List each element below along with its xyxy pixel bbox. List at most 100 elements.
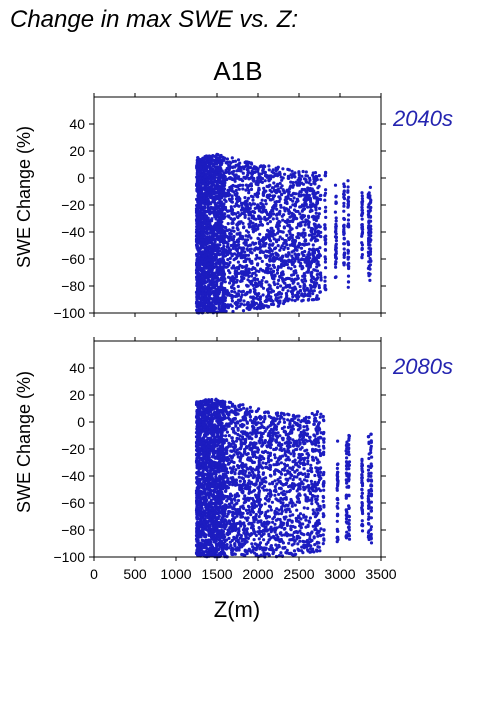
data-point	[215, 261, 219, 265]
data-point	[254, 284, 258, 289]
data-point	[269, 267, 273, 271]
data-point	[289, 184, 293, 188]
data-point	[208, 296, 212, 300]
data-point	[324, 205, 328, 209]
data-point	[342, 263, 346, 267]
data-point	[244, 183, 248, 187]
data-point	[299, 246, 304, 250]
data-point	[291, 281, 295, 285]
data-point	[265, 212, 270, 217]
data-point	[279, 295, 283, 299]
data-point	[313, 248, 317, 252]
data-point	[257, 242, 262, 246]
data-point	[342, 217, 346, 221]
data-point	[297, 236, 301, 240]
data-point	[262, 276, 266, 280]
data-point	[231, 275, 235, 279]
data-point	[284, 503, 288, 507]
data-point	[283, 201, 287, 205]
data-point	[217, 302, 221, 307]
data-point	[202, 309, 206, 313]
data-point	[268, 243, 272, 247]
data-point	[239, 201, 244, 205]
data-point	[195, 234, 199, 239]
data-point	[280, 214, 284, 218]
data-point	[219, 210, 223, 214]
data-point	[245, 209, 249, 213]
data-point	[289, 267, 293, 271]
data-point	[308, 176, 312, 180]
data-point	[308, 247, 312, 251]
data-point	[334, 219, 338, 223]
data-point	[305, 255, 309, 259]
y-tick-label: −20	[61, 197, 85, 213]
data-point	[237, 187, 241, 191]
data-point	[235, 184, 240, 188]
data-point	[246, 238, 250, 242]
data-point	[247, 212, 251, 216]
data-point	[256, 169, 260, 173]
data-point	[246, 278, 250, 282]
data-point	[244, 241, 248, 245]
data-point	[280, 178, 284, 182]
data-point	[308, 252, 312, 257]
data-point	[276, 244, 280, 248]
data-point	[247, 274, 251, 279]
data-point	[196, 230, 200, 234]
data-point	[215, 270, 219, 274]
data-point	[334, 194, 338, 198]
data-point	[245, 204, 250, 208]
data-point	[312, 177, 316, 181]
data-point	[223, 286, 227, 291]
data-point	[234, 256, 238, 261]
data-point	[290, 193, 294, 197]
y-tick-label: −60	[61, 251, 85, 267]
data-point	[279, 292, 284, 296]
data-point	[228, 176, 232, 180]
data-point	[279, 284, 283, 288]
data-point	[219, 283, 223, 288]
data-point	[318, 254, 322, 258]
data-point	[230, 194, 234, 198]
data-point	[283, 172, 287, 176]
data-point	[260, 202, 264, 206]
data-point	[305, 270, 309, 274]
data-point	[300, 257, 304, 261]
data-point	[207, 154, 211, 158]
data-point	[255, 269, 259, 273]
data-point	[240, 435, 245, 439]
data-point	[241, 221, 245, 225]
data-point	[256, 167, 260, 171]
data-point	[290, 291, 294, 295]
data-point	[281, 218, 285, 222]
data-point	[318, 246, 322, 250]
data-point	[211, 255, 215, 260]
data-point	[251, 195, 255, 199]
data-point	[346, 274, 351, 278]
data-point	[207, 200, 211, 204]
data-point	[253, 170, 257, 174]
data-point	[309, 238, 313, 242]
data-point	[237, 243, 241, 247]
data-point	[368, 240, 372, 244]
data-point	[291, 478, 295, 482]
data-point	[244, 234, 248, 238]
data-point	[244, 292, 248, 296]
data-point	[229, 236, 233, 240]
data-point	[287, 175, 291, 180]
data-point	[217, 231, 221, 235]
data-point	[207, 289, 211, 293]
data-point	[268, 220, 272, 224]
data-point	[230, 209, 234, 213]
data-point	[234, 188, 238, 193]
data-point	[264, 235, 268, 239]
data-point	[209, 180, 213, 184]
data-point	[222, 188, 226, 192]
data-point	[217, 168, 221, 172]
data-point	[271, 263, 275, 267]
data-point	[267, 168, 271, 172]
data-point	[260, 279, 264, 283]
data-point	[205, 286, 209, 290]
data-point	[257, 186, 261, 190]
data-point	[251, 176, 255, 180]
